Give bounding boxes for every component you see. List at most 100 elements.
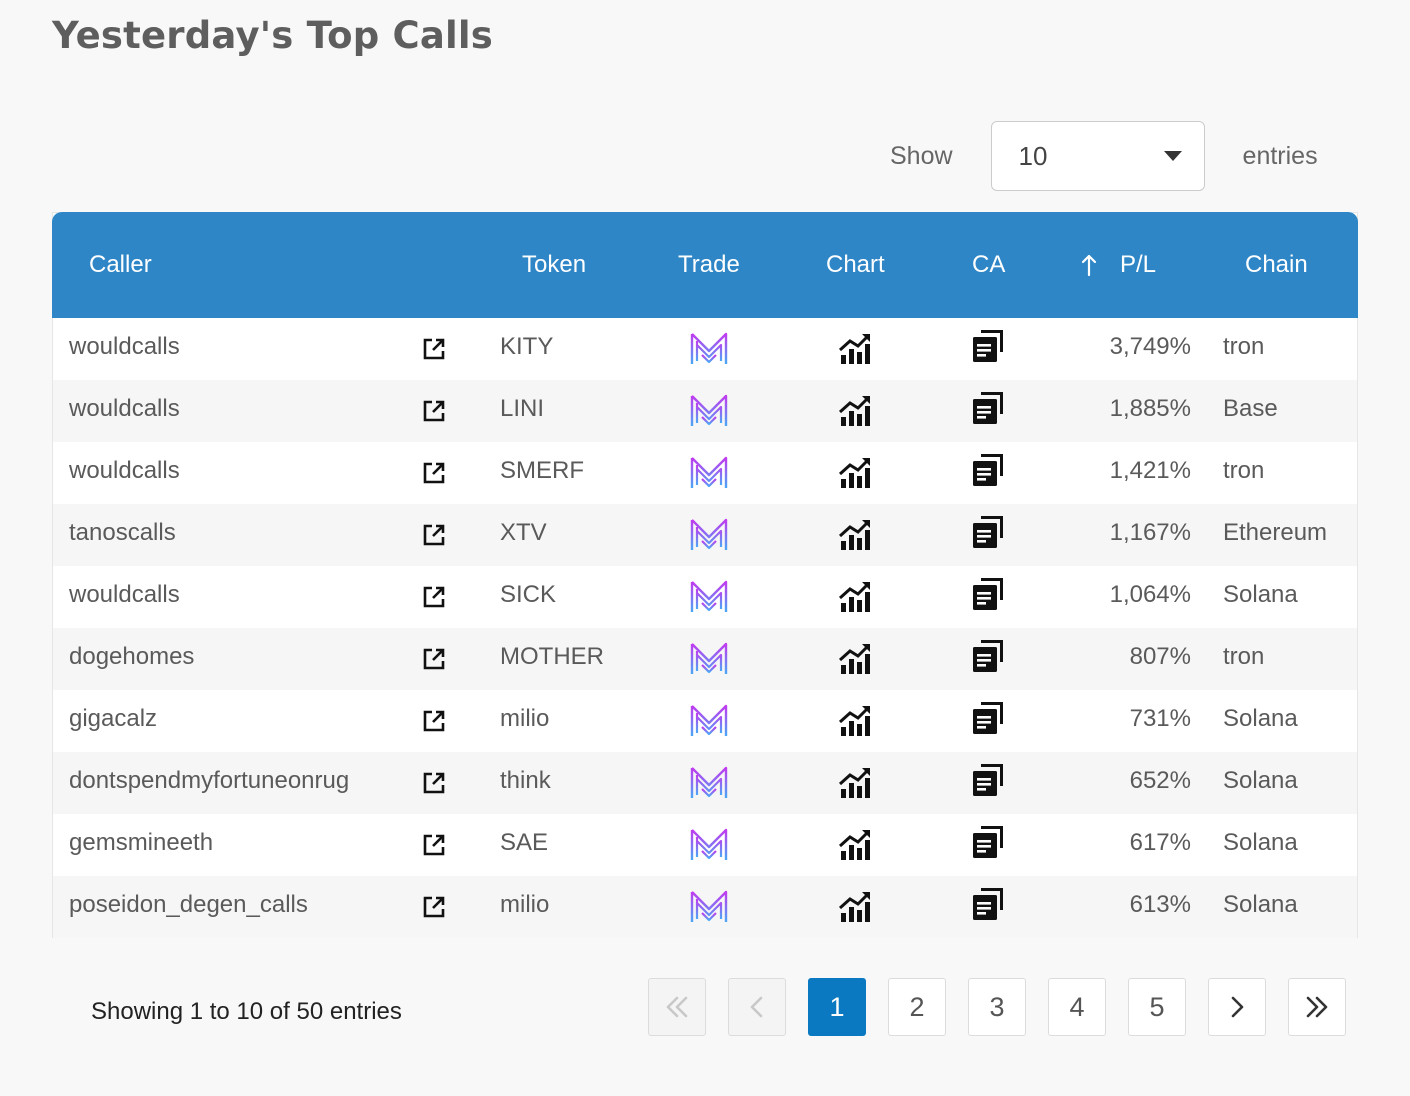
external-link-icon[interactable] xyxy=(419,644,449,674)
column-header-chain[interactable]: Chain xyxy=(1245,251,1308,278)
copy-icon[interactable] xyxy=(970,698,1006,738)
page-button-4[interactable]: 4 xyxy=(1048,978,1106,1036)
external-link-icon[interactable] xyxy=(419,768,449,798)
caller-name: dogehomes xyxy=(69,643,195,670)
copy-icon[interactable] xyxy=(970,636,1006,676)
chart-icon[interactable] xyxy=(837,888,873,924)
trade-icon[interactable] xyxy=(687,763,731,803)
trade-icon[interactable] xyxy=(687,391,731,431)
copy-icon[interactable] xyxy=(970,822,1006,862)
chart-icon[interactable] xyxy=(837,578,873,614)
entries-label: entries xyxy=(1242,141,1318,170)
chain-name: Solana xyxy=(1223,767,1298,794)
table-body: wouldcalls KITY 3,749% tron wouldcalls LINI 1,… xyxy=(53,318,1357,938)
external-link-icon[interactable] xyxy=(419,582,449,612)
pl-value: 3,749% xyxy=(1109,333,1191,360)
chart-icon[interactable] xyxy=(837,330,873,366)
page-button-3[interactable]: 3 xyxy=(968,978,1026,1036)
chart-icon[interactable] xyxy=(837,702,873,738)
page-title: Yesterday's Top Calls xyxy=(52,14,494,57)
chart-icon[interactable] xyxy=(837,454,873,490)
table-row: dogehomes MOTHER 807% tron xyxy=(53,628,1357,690)
token-symbol: SAE xyxy=(500,829,549,856)
external-link-icon[interactable] xyxy=(419,396,449,426)
token-symbol: milio xyxy=(500,705,550,732)
column-header-pl-sort[interactable]: P/L xyxy=(1080,212,1156,318)
external-link-icon[interactable] xyxy=(419,706,449,736)
chart-icon[interactable] xyxy=(837,826,873,862)
caller-name: wouldcalls xyxy=(69,457,180,484)
chain-name: tron xyxy=(1223,457,1265,484)
chart-icon[interactable] xyxy=(837,516,873,552)
entries-select[interactable]: 10 xyxy=(990,121,1205,191)
external-link-icon[interactable] xyxy=(419,830,449,860)
pl-value: 807% xyxy=(1129,643,1191,670)
page-button-1[interactable]: 1 xyxy=(808,978,866,1036)
chart-icon[interactable] xyxy=(837,392,873,428)
chevron-left-icon xyxy=(750,996,763,1018)
copy-icon[interactable] xyxy=(970,512,1006,552)
show-label: Show xyxy=(890,141,953,170)
next-page-button[interactable] xyxy=(1208,978,1266,1036)
token-symbol: KITY xyxy=(500,333,554,360)
chain-name: tron xyxy=(1223,643,1265,670)
copy-icon[interactable] xyxy=(970,326,1006,366)
copy-icon[interactable] xyxy=(970,450,1006,490)
double-chevron-right-icon xyxy=(1306,996,1328,1018)
entries-length-control: Show 10 entries xyxy=(890,120,1318,192)
pl-value: 1,167% xyxy=(1109,519,1191,546)
column-header-ca[interactable]: CA xyxy=(972,251,1006,278)
copy-icon[interactable] xyxy=(970,388,1006,428)
trade-icon[interactable] xyxy=(687,453,731,493)
column-header-trade[interactable]: Trade xyxy=(678,251,740,278)
token-symbol: LINI xyxy=(500,395,545,422)
double-chevron-left-icon xyxy=(666,996,688,1018)
trade-icon[interactable] xyxy=(687,701,731,741)
last-page-button[interactable] xyxy=(1288,978,1346,1036)
pl-value: 613% xyxy=(1129,891,1191,918)
token-symbol: MOTHER xyxy=(500,643,604,670)
external-link-icon[interactable] xyxy=(419,520,449,550)
trade-icon[interactable] xyxy=(687,639,731,679)
chart-icon[interactable] xyxy=(837,764,873,800)
table-row: wouldcalls SMERF 1,421% tron xyxy=(53,442,1357,504)
external-link-icon[interactable] xyxy=(419,458,449,488)
trade-icon[interactable] xyxy=(687,825,731,865)
chain-name: Solana xyxy=(1223,829,1298,856)
token-symbol: XTV xyxy=(500,519,547,546)
copy-icon[interactable] xyxy=(970,884,1006,924)
first-page-button[interactable] xyxy=(648,978,706,1036)
page-button-5[interactable]: 5 xyxy=(1128,978,1186,1036)
token-symbol: milio xyxy=(500,891,550,918)
table-row: wouldcalls KITY 3,749% tron xyxy=(53,318,1357,380)
column-header-caller[interactable]: Caller xyxy=(89,251,152,278)
column-header-token[interactable]: Token xyxy=(522,251,587,278)
caller-name: poseidon_degen_calls xyxy=(69,891,308,918)
chain-name: Solana xyxy=(1223,705,1298,732)
pl-value: 731% xyxy=(1129,705,1191,732)
caret-down-icon xyxy=(1163,151,1182,161)
pl-value: 1,885% xyxy=(1109,395,1191,422)
caller-name: gigacalz xyxy=(69,705,158,732)
trade-icon[interactable] xyxy=(687,329,731,369)
copy-icon[interactable] xyxy=(970,760,1006,800)
caller-name: gemsmineeth xyxy=(69,829,214,856)
caller-name: wouldcalls xyxy=(69,581,180,608)
table-info: Showing 1 to 10 of 50 entries xyxy=(91,998,402,1025)
previous-page-button[interactable] xyxy=(728,978,786,1036)
trade-icon[interactable] xyxy=(687,577,731,617)
external-link-icon[interactable] xyxy=(419,892,449,922)
table-row: wouldcalls LINI 1,885% Base xyxy=(53,380,1357,442)
column-header-pl: P/L xyxy=(1120,251,1157,278)
external-link-icon[interactable] xyxy=(419,334,449,364)
column-header-chart[interactable]: Chart xyxy=(826,251,885,278)
pl-value: 1,421% xyxy=(1109,457,1191,484)
chart-icon[interactable] xyxy=(837,640,873,676)
table-row: tanoscalls XTV 1,167% Ethereum xyxy=(53,504,1357,566)
page-button-2[interactable]: 2 xyxy=(888,978,946,1036)
trade-icon[interactable] xyxy=(687,887,731,927)
caller-name: tanoscalls xyxy=(69,519,176,546)
pl-value: 652% xyxy=(1129,767,1191,794)
trade-icon[interactable] xyxy=(687,515,731,555)
copy-icon[interactable] xyxy=(970,574,1006,614)
